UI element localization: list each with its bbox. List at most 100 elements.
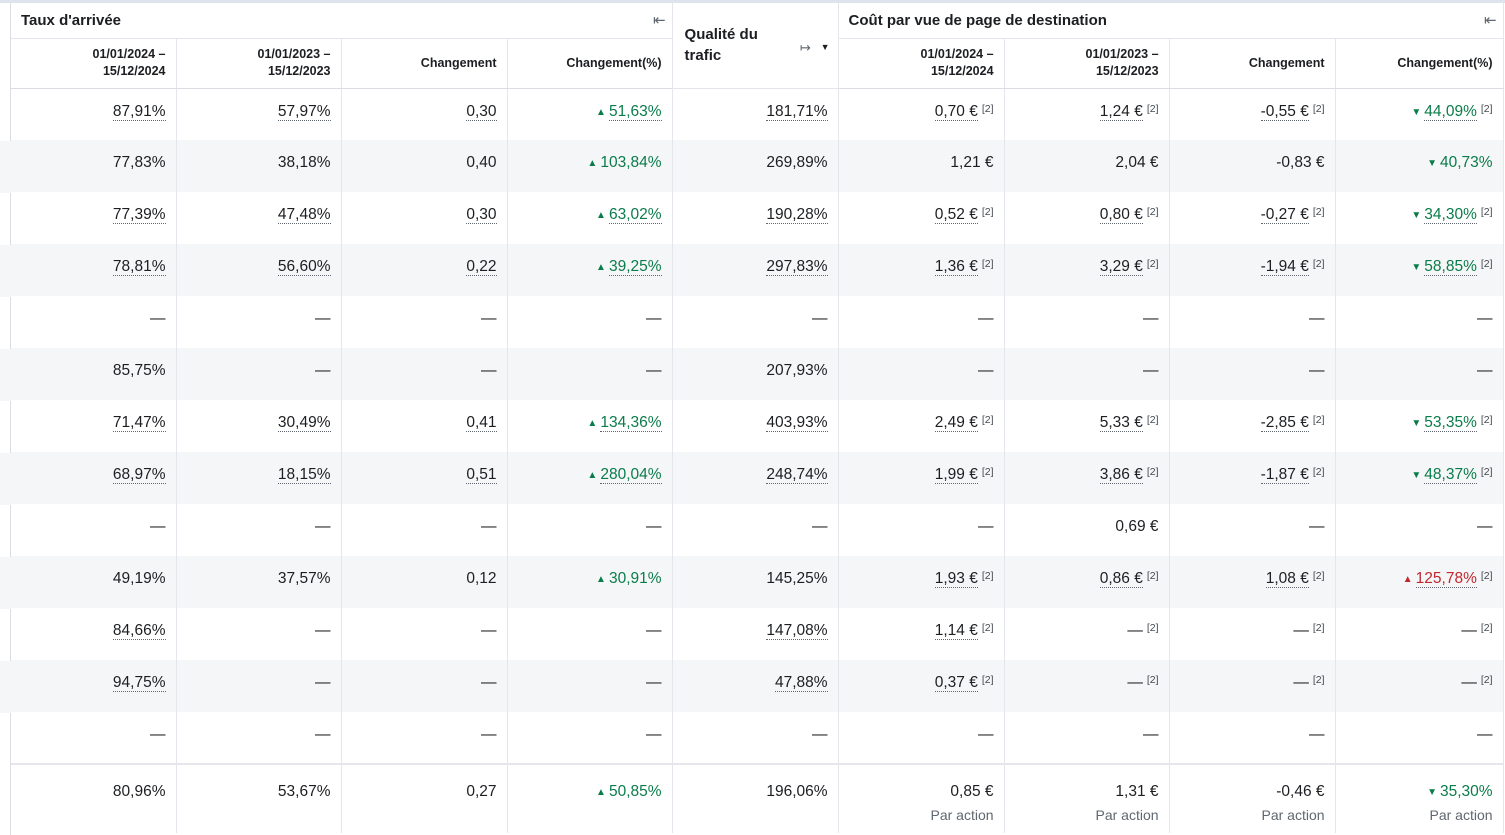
arrival-date-range-2023[interactable]: 57,97% — [176, 88, 342, 140]
arrival-change-value[interactable]: 0,22 — [466, 258, 497, 276]
traffic-quality[interactable]: 248,74% — [672, 452, 839, 504]
cost-change-value[interactable]: -0,55 € — [1260, 102, 1309, 121]
cost-date-range-2023[interactable]: 5,33 € [2] — [1004, 400, 1170, 452]
traffic-quality[interactable]: 47,88% — [672, 660, 839, 712]
arrival-header-change[interactable]: Changement — [341, 38, 508, 89]
arrival-change-percent[interactable]: ▲ 39,25% — [507, 244, 673, 296]
arrival-date-range-2023-value[interactable]: 47,48% — [277, 206, 331, 224]
arrival-date-range-2024-value[interactable]: 68,97% — [112, 466, 166, 484]
arrival-change-value[interactable]: 0,41 — [466, 414, 497, 432]
cost-change-percent[interactable]: ▲ 125,78% [2] — [1335, 556, 1504, 608]
cost-change[interactable]: -2,85 € [2] — [1169, 400, 1336, 452]
arrival-change[interactable]: 0,30 — [341, 192, 508, 244]
cost-change-value[interactable]: -1,94 € — [1260, 258, 1309, 276]
cost-date-range-2024-value[interactable]: 0,70 € — [934, 102, 978, 121]
cost-change-value[interactable]: -0,27 € — [1260, 206, 1309, 224]
cost-change-percent-value[interactable]: 125,78% — [1415, 570, 1477, 588]
traffic-quality[interactable]: 190,28% — [672, 192, 839, 244]
cost-change-percent-value[interactable]: 48,37% — [1424, 466, 1477, 484]
cost-date-range-2024[interactable]: 1,93 € [2] — [838, 556, 1005, 608]
arrival-date-range-2024[interactable]: 87,91% — [11, 88, 177, 140]
arrival-date-range-2024-value[interactable]: 77,39% — [112, 206, 166, 224]
arrival-change-value[interactable]: 0,30 — [466, 102, 497, 121]
arrival-date-range-2024-value[interactable]: 71,47% — [112, 414, 166, 432]
cost-change[interactable]: -1,87 € [2] — [1169, 452, 1336, 504]
arrival-date-range-2024[interactable]: 71,47% — [11, 400, 177, 452]
cost-header-change-percent[interactable]: Changement(%) — [1335, 38, 1504, 89]
cost-date-range-2023-value[interactable]: 5,33 € — [1099, 414, 1143, 432]
cost-date-range-2024-value[interactable]: 0,37 € — [934, 674, 978, 692]
cost-date-range-2024-value[interactable]: 1,99 € — [934, 466, 978, 484]
cost-change-percent[interactable]: ▼ 53,35% [2] — [1335, 400, 1504, 452]
arrival-change-percent[interactable]: ▲ 134,36% — [507, 400, 673, 452]
expand-right-icon[interactable]: ↦ — [799, 40, 811, 55]
arrival-change-value[interactable]: 0,30 — [466, 206, 497, 224]
arrival-change[interactable]: 0,41 — [341, 400, 508, 452]
cost-change-percent[interactable]: ▼ 48,37% [2] — [1335, 452, 1504, 504]
arrival-header-date-range-2023[interactable]: 01/01/2023 –15/12/2023 — [176, 38, 342, 89]
arrival-change-percent-value[interactable]: 134,36% — [600, 414, 662, 432]
cost-date-range-2024[interactable]: 0,52 € [2] — [838, 192, 1005, 244]
arrival-date-range-2024[interactable]: 78,81% — [11, 244, 177, 296]
arrival-date-range-2023[interactable]: 18,15% — [176, 452, 342, 504]
traffic-quality-value[interactable]: 297,83% — [766, 258, 828, 276]
cost-date-range-2024[interactable]: 1,36 € [2] — [838, 244, 1005, 296]
traffic-quality-value[interactable]: 47,88% — [774, 674, 828, 692]
arrival-date-range-2023-value[interactable]: 30,49% — [277, 414, 331, 432]
cost-change[interactable]: -0,27 € [2] — [1169, 192, 1336, 244]
cost-date-range-2023-value[interactable]: 0,86 € — [1099, 570, 1143, 588]
cost-date-range-2024[interactable]: 2,49 € [2] — [838, 400, 1005, 452]
cost-date-range-2024-value[interactable]: 1,14 € — [934, 622, 978, 640]
collapse-left-icon[interactable]: ⇤ — [652, 12, 666, 30]
arrival-change-value[interactable]: 0,51 — [466, 466, 497, 484]
arrival-change[interactable]: 0,22 — [341, 244, 508, 296]
cost-change-percent-value[interactable]: 44,09% — [1424, 102, 1477, 121]
cost-change[interactable]: -0,55 € [2] — [1169, 88, 1336, 140]
traffic-quality-value[interactable]: 403,93% — [766, 414, 828, 432]
arrival-date-range-2024-value[interactable]: 78,81% — [112, 258, 166, 276]
arrival-change-percent-value[interactable]: 51,63% — [608, 102, 662, 121]
arrival-change-percent-value[interactable]: 39,25% — [608, 258, 662, 276]
cost-date-range-2023-value[interactable]: 0,80 € — [1099, 206, 1143, 224]
traffic-quality-value[interactable]: 147,08% — [766, 622, 828, 640]
arrival-header-date-range-2024[interactable]: 01/01/2024 –15/12/2024 — [11, 38, 177, 89]
arrival-date-range-2024[interactable]: 94,75% — [11, 660, 177, 712]
arrival-date-range-2023[interactable]: 30,49% — [176, 400, 342, 452]
traffic-quality-value[interactable]: 181,71% — [766, 102, 828, 121]
cost-date-range-2024-value[interactable]: 1,93 € — [934, 570, 978, 588]
arrival-date-range-2024[interactable]: 84,66% — [11, 608, 177, 660]
arrival-date-range-2024[interactable]: 68,97% — [11, 452, 177, 504]
traffic-quality[interactable]: 147,08% — [672, 608, 839, 660]
traffic-quality[interactable]: 297,83% — [672, 244, 839, 296]
cost-header-date-range-2024[interactable]: 01/01/2024 –15/12/2024 — [838, 38, 1005, 89]
cost-date-range-2023[interactable]: 0,80 € [2] — [1004, 192, 1170, 244]
arrival-change-percent[interactable]: ▲ 63,02% — [507, 192, 673, 244]
cost-date-range-2024-value[interactable]: 1,36 € — [934, 258, 978, 276]
cost-date-range-2024-value[interactable]: 2,49 € — [934, 414, 978, 432]
cost-header-date-range-2023[interactable]: 01/01/2023 –15/12/2023 — [1004, 38, 1170, 89]
arrival-date-range-2024[interactable]: 77,39% — [11, 192, 177, 244]
cost-change-percent-value[interactable]: 53,35% — [1424, 414, 1477, 432]
arrival-date-range-2023[interactable]: 56,60% — [176, 244, 342, 296]
cost-date-range-2023-value[interactable]: 1,24 € — [1099, 102, 1143, 121]
traffic-quality[interactable]: 403,93% — [672, 400, 839, 452]
arrival-date-range-2024-value[interactable]: 94,75% — [112, 674, 166, 692]
cost-change-value[interactable]: -2,85 € — [1260, 414, 1309, 432]
arrival-change-percent[interactable]: ▲ 280,04% — [507, 452, 673, 504]
cost-date-range-2024[interactable]: 1,99 € [2] — [838, 452, 1005, 504]
cost-change-percent-value[interactable]: 58,85% — [1424, 258, 1477, 276]
cost-date-range-2023[interactable]: 0,86 € [2] — [1004, 556, 1170, 608]
caret-down-icon[interactable]: ▼ — [820, 42, 830, 52]
arrival-change[interactable]: 0,51 — [341, 452, 508, 504]
cost-date-range-2024[interactable]: 0,37 € [2] — [838, 660, 1005, 712]
cost-header-change[interactable]: Changement — [1169, 38, 1336, 89]
traffic-quality[interactable]: 181,71% — [672, 88, 839, 140]
arrival-date-range-2023-value[interactable]: 18,15% — [277, 466, 331, 484]
cost-change-percent[interactable]: ▼ 44,09% [2] — [1335, 88, 1504, 140]
arrival-date-range-2023-value[interactable]: 57,97% — [277, 102, 331, 121]
cost-date-range-2024[interactable]: 1,14 € [2] — [838, 608, 1005, 660]
arrival-date-range-2023[interactable]: 47,48% — [176, 192, 342, 244]
arrival-change-percent[interactable]: ▲ 51,63% — [507, 88, 673, 140]
arrival-date-range-2024-value[interactable]: 87,91% — [112, 102, 166, 121]
arrival-date-range-2023-value[interactable]: 56,60% — [277, 258, 331, 276]
